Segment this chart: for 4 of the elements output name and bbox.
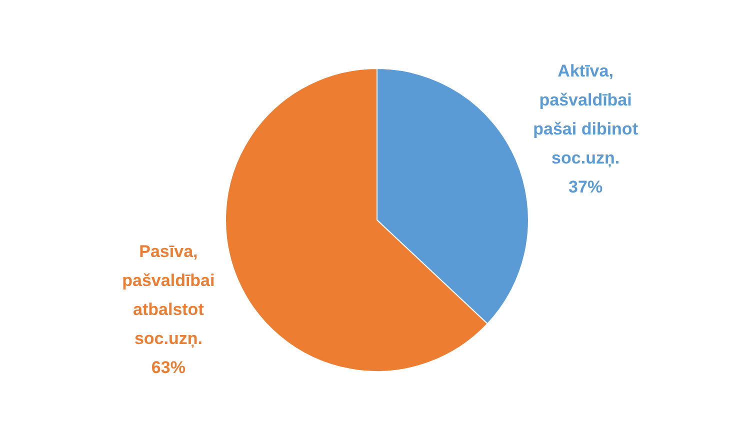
data-label: 63% [151,358,186,377]
data-label: 37% [568,177,603,196]
slice-label: Aktīva, pašvaldībai pašai dibinot soc.uzņ. [533,61,638,168]
slice-label: Pasīva, pašvaldībai atbalstot soc.uzņ. [122,242,215,348]
